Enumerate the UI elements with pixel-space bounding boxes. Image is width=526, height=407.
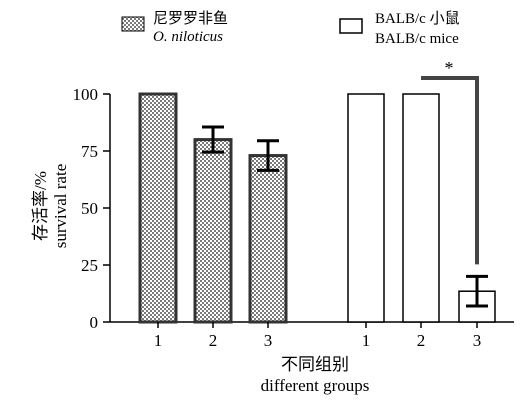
y-tick-label: 50 [81, 199, 98, 218]
significance-label: * [445, 58, 454, 78]
legend-label-mice-en: BALB/c mice [375, 31, 459, 47]
x-axis-label-en: different groups [261, 376, 370, 395]
y-tick-label: 0 [90, 313, 99, 332]
legend-label-niloticus-cn: 尼罗罗非鱼 [153, 9, 228, 27]
legend-swatch-niloticus [121, 16, 145, 32]
x-tick-label: 1 [154, 331, 163, 350]
bar-group1-2 [193, 138, 233, 324]
x-tick-label: 2 [209, 331, 218, 350]
x-tick-label: 1 [362, 331, 371, 350]
y-tick-label: 100 [73, 85, 99, 104]
y-axis-label-en: survival rate [51, 164, 70, 249]
bar-group1-3 [248, 154, 288, 324]
legend-label-niloticus-en: O. niloticus [153, 29, 223, 45]
x-axis-label-cn: 不同组别 [281, 355, 349, 374]
y-tick-label: 25 [81, 256, 98, 275]
legend: 尼罗罗非鱼 O. niloticus BALB/c 小鼠 BALB/c mice [121, 9, 460, 47]
x-tick-label: 3 [473, 331, 482, 350]
x-tick-label: 2 [417, 331, 426, 350]
legend-label-mice-cn: BALB/c 小鼠 [375, 10, 460, 27]
bar-group2-1 [347, 93, 385, 323]
legend-swatch-mice [339, 18, 363, 34]
x-tick-label: 3 [264, 331, 273, 350]
plot-area: 0 25 50 75 100 1 2 3 1 2 3 * [73, 58, 514, 350]
bar-group2-2 [402, 93, 440, 323]
y-tick-label: 75 [81, 142, 98, 161]
y-axis-label-cn: 存活率/% [31, 171, 50, 241]
bar-group1-1 [138, 92, 178, 324]
significance-bracket [421, 76, 479, 265]
